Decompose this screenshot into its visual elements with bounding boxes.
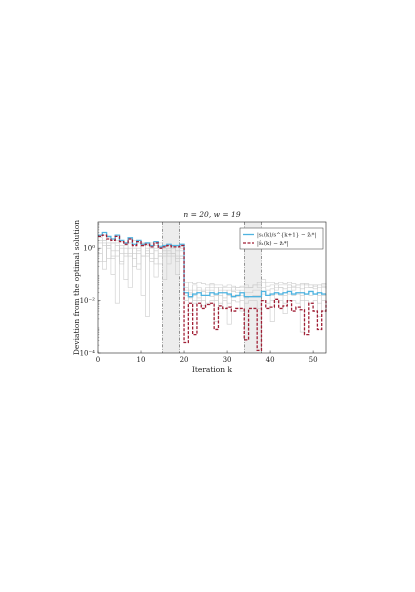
chart-title: n = 20, w = 19 xyxy=(183,210,240,219)
legend: |s₁(k)/s^{k+1} − z̄ₜ*| |ŝ₁(k) − z̄ₜ*| xyxy=(239,227,324,250)
y-tick-label-1: 10⁻² xyxy=(80,297,96,305)
x-tick-label-20: 20 xyxy=(180,356,189,364)
legend-box xyxy=(239,227,324,250)
x-tick-label-30: 30 xyxy=(223,356,232,364)
legend-label-series-1: |s₁(k)/s^{k+1} − z̄ₜ*| xyxy=(257,232,316,239)
x-tick-label-50: 50 xyxy=(309,356,318,364)
y-axis-label: Deviation from the optimal solution xyxy=(72,220,81,355)
series-lines xyxy=(98,231,327,352)
x-axis-label: Iteration k xyxy=(192,365,233,374)
x-tick-label-0: 0 xyxy=(96,356,100,364)
background-traces xyxy=(98,237,327,333)
x-tick-label-10: 10 xyxy=(137,356,146,364)
series-line-1 xyxy=(98,231,326,298)
series-line-2 xyxy=(98,234,327,352)
axis-ticks: 0 10 20 30 40 50 10⁰ 10⁻² 10⁻⁴ xyxy=(80,223,318,364)
background-trace-6 xyxy=(98,245,326,309)
y-tick-label-0: 10⁰ xyxy=(83,245,95,253)
plot-frame xyxy=(97,221,327,354)
y-tick-label-2: 10⁻⁴ xyxy=(80,350,96,358)
x-tick-label-40: 40 xyxy=(266,356,275,364)
shaded-interval-1 xyxy=(162,222,180,353)
legend-label-series-2: |ŝ₁(k) − z̄ₜ*| xyxy=(257,240,289,247)
